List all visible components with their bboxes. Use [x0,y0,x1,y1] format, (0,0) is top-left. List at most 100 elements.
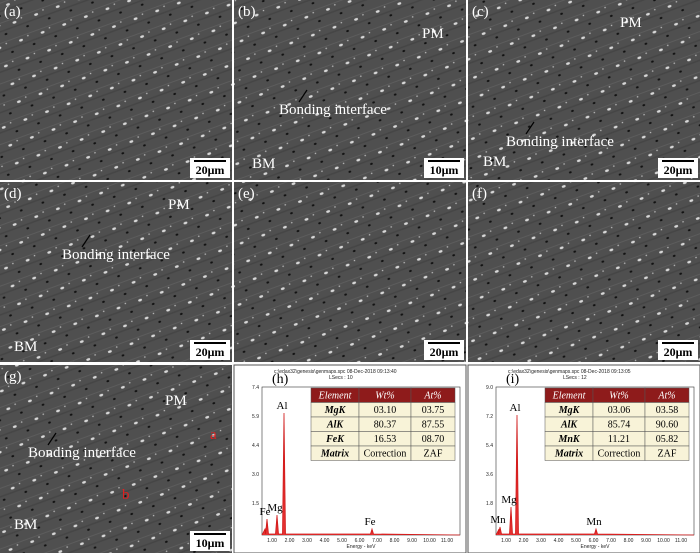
peak-label: Mg [501,494,517,506]
panel-label: (g) [4,369,22,385]
sem-image [234,0,466,180]
x-tick-label: 7.00 [606,538,616,544]
table-text: 11.21 [608,434,630,445]
annotation: BM [483,154,506,170]
scale-label: 20μm [664,163,693,177]
table-text: MnK [557,434,580,445]
table-text: ZAF [424,449,443,460]
scale-box [190,531,230,551]
panel-label: (i) [506,372,520,387]
x-tick-label: 11.00 [441,538,453,544]
table-text: 03.06 [608,405,631,416]
table-text: Correction [364,449,407,460]
y-tick-label: 7.4 [252,385,259,391]
panel-label: (a) [4,4,21,20]
x-tick-label: 1.00 [267,538,277,544]
y-tick-label: 7.2 [486,414,493,420]
table-text: MgK [324,405,347,416]
sem-image [0,365,232,553]
sem-image [234,182,466,362]
table-text: ZAF [658,449,677,460]
arrow [298,89,308,103]
peak-label: Mg [267,502,283,514]
table-text: Correction [598,449,641,460]
y-tick-label: 1.8 [486,501,493,507]
scale-box [658,158,698,178]
table-text: 05.82 [656,434,679,445]
x-axis-label: Energy - keV [581,544,611,550]
scale-box [190,340,230,360]
panel-label: (c) [472,4,489,20]
table-text: At% [657,391,675,402]
peak-label: Mn [490,514,506,526]
x-tick-label: 2.00 [285,538,295,544]
sem-image [468,182,700,362]
annotation: Bonding interface [506,134,614,150]
lsecs: LSecs : 12 [563,375,587,381]
lsecs: LSecs : 10 [329,375,353,381]
x-tick-label: 5.00 [571,538,581,544]
table-text: 03.10 [374,405,397,416]
peak-label: Al [510,402,521,414]
spectrum-trace [261,412,461,536]
arrow [81,234,91,248]
x-tick-label: 6.00 [589,538,599,544]
peak-label: Mn [586,516,602,528]
file-header: c:\edax32\genesis\genmaps.spc 08-Dec-201… [274,369,397,375]
table-text: Wt% [609,391,628,402]
x-tick-label: 8.00 [390,538,400,544]
annotation: Bonding interface [62,247,170,263]
table-text: 08.70 [422,434,445,445]
x-axis-label: Energy - keV [347,544,377,550]
scale-box [190,158,230,178]
annotation: b [122,487,130,503]
x-tick-label: 5.00 [337,538,347,544]
table-text: 90.60 [656,420,679,431]
x-tick-label: 3.00 [536,538,546,544]
scale-box [424,340,464,360]
table-text: 03.75 [422,405,445,416]
x-tick-label: 11.00 [675,538,687,544]
y-tick-label: 5.9 [252,414,259,420]
x-tick-label: 3.00 [302,538,312,544]
x-tick-label: 10.00 [423,538,436,544]
y-tick-label: 1.5 [252,501,259,507]
scale-label: 20μm [664,345,693,359]
annotation: Bonding interface [279,102,387,118]
peak-label: Fe [260,506,271,518]
x-tick-label: 9.00 [407,538,417,544]
panel-label: (e) [238,186,255,202]
x-tick-label: 7.00 [372,538,382,544]
sem-image [468,0,700,180]
annotation: PM [422,26,444,42]
table-text: Matrix [320,449,349,460]
scale-box [424,158,464,178]
scale-label: 20μm [196,163,225,177]
scale-box [658,340,698,360]
table-text: 85.74 [608,420,631,431]
y-tick-label: 3.6 [486,472,493,478]
x-tick-label: 10.00 [657,538,670,544]
y-tick-label: 3.0 [252,472,259,478]
annotation: BM [14,339,37,355]
panel-label: (f) [472,186,487,202]
file-header: c:\edax32\genesis\genmaps.spc 08-Dec-201… [508,369,631,375]
table-text: 03.58 [656,405,679,416]
table-text: 80.37 [374,420,397,431]
arrow [525,121,535,135]
x-tick-label: 4.00 [554,538,564,544]
table-text: Element [318,391,352,402]
panel-label: (h) [272,372,289,387]
annotation: Bonding interface [28,445,136,461]
annotation: BM [14,517,37,533]
x-tick-label: 8.00 [624,538,634,544]
table-text: AlK [560,420,578,431]
peak-label: Fe [365,516,376,528]
annotation: PM [620,15,642,31]
table-text: AlK [326,420,344,431]
y-tick-label: 4.4 [252,443,259,449]
scale-label: 20μm [430,345,459,359]
scale-label: 10μm [196,536,225,550]
scale-label: 20μm [196,345,225,359]
